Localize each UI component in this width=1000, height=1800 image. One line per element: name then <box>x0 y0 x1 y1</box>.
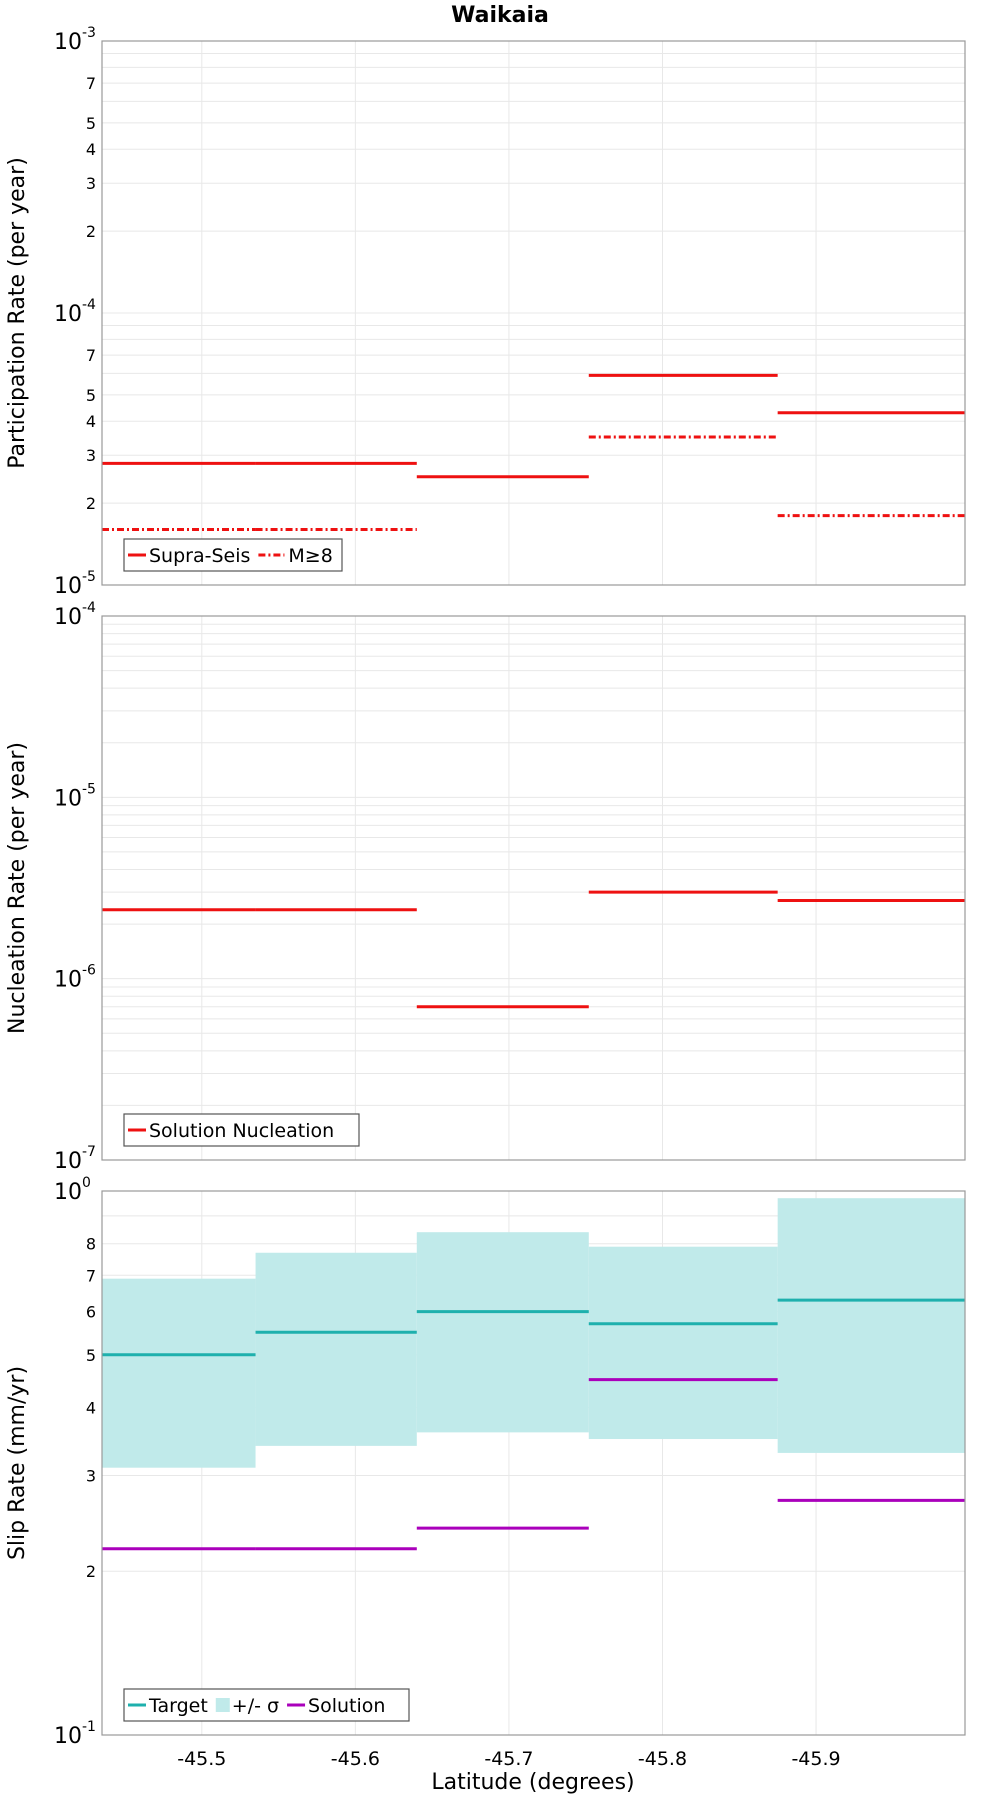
x-tick-label: -45.6 <box>331 1748 380 1770</box>
y-tick-label: 4 <box>86 412 96 431</box>
x-tick-label: -45.8 <box>638 1748 687 1770</box>
y-tick-label: 3 <box>86 1466 96 1485</box>
sigma-band <box>588 1246 778 1440</box>
y-decade-label: 10 <box>54 968 82 993</box>
y-decade-label: 10 <box>54 30 82 55</box>
x-tick-label: -45.5 <box>177 1748 226 1770</box>
legend-swatch <box>215 1698 230 1712</box>
sigma-band <box>777 1198 965 1453</box>
y-axis-label: Nucleation Rate (per year) <box>5 742 30 1034</box>
y-tick-label: 3 <box>86 174 96 193</box>
y-decade-label: 10 <box>54 786 82 811</box>
legend-label: +/- σ <box>232 1695 279 1717</box>
y-decade-exponent: -4 <box>82 297 96 313</box>
y-decade-label: 10 <box>54 302 82 327</box>
legend-box <box>123 1113 360 1147</box>
legend-label: Solution <box>308 1695 385 1717</box>
y-axis-label: Participation Rate (per year) <box>5 157 30 469</box>
y-tick-label: 8 <box>86 1235 96 1254</box>
plot-frame <box>101 615 966 1161</box>
y-decade-exponent: -4 <box>82 600 96 616</box>
y-axis-label: Slip Rate (mm/yr) <box>5 1366 30 1560</box>
y-decade-label: 10 <box>54 574 82 599</box>
y-decade-exponent: -5 <box>82 781 96 797</box>
legend: Target +/- σ Solution <box>123 1688 410 1722</box>
x-tick-label: -45.7 <box>484 1748 533 1770</box>
y-decade-label: 10 <box>54 1180 82 1205</box>
sigma-band <box>416 1232 589 1433</box>
x-tick-label: -45.9 <box>791 1748 840 1770</box>
y-tick-label: 7 <box>86 74 96 93</box>
y-tick-label: 2 <box>86 1562 96 1581</box>
y-tick-label: 4 <box>86 1398 96 1417</box>
legend-label: Target <box>148 1695 208 1717</box>
legend-label: Solution Nucleation <box>149 1120 334 1142</box>
y-decade-label: 10 <box>54 1149 82 1174</box>
y-decade-exponent: 0 <box>82 1175 91 1191</box>
legend: Solution Nucleation <box>123 1113 360 1147</box>
y-tick-label: 4 <box>86 140 96 159</box>
x-axis-label: Latitude (degrees) <box>431 1770 634 1795</box>
legend-box <box>123 1688 410 1722</box>
y-tick-label: 5 <box>86 386 96 405</box>
y-tick-label: 2 <box>86 494 96 513</box>
y-decade-exponent: -6 <box>82 963 96 979</box>
legend-box <box>123 538 343 572</box>
plot-frame <box>101 1190 966 1736</box>
sigma-band <box>255 1252 417 1446</box>
y-decade-exponent: -1 <box>82 1719 96 1735</box>
y-tick-label: 5 <box>86 1346 96 1365</box>
chart-title: Waikaia <box>451 3 549 28</box>
plot-frame <box>101 40 966 586</box>
y-tick-label: 3 <box>86 446 96 465</box>
y-decade-label: 10 <box>54 1724 82 1749</box>
y-tick-label: 6 <box>86 1303 96 1322</box>
legend: Supra-Seis M≥8 <box>123 538 343 572</box>
y-decade-exponent: -5 <box>82 569 96 585</box>
y-tick-label: 2 <box>86 222 96 241</box>
y-decade-exponent: -7 <box>82 1144 96 1160</box>
y-decade-exponent: -3 <box>82 25 96 41</box>
y-decade-label: 10 <box>54 605 82 630</box>
legend-label: M≥8 <box>288 545 332 567</box>
legend-label: Supra-Seis <box>149 545 250 567</box>
y-tick-label: 5 <box>86 114 96 133</box>
sigma-band <box>102 1278 256 1468</box>
y-tick-label: 7 <box>86 1266 96 1285</box>
y-tick-label: 7 <box>86 346 96 365</box>
